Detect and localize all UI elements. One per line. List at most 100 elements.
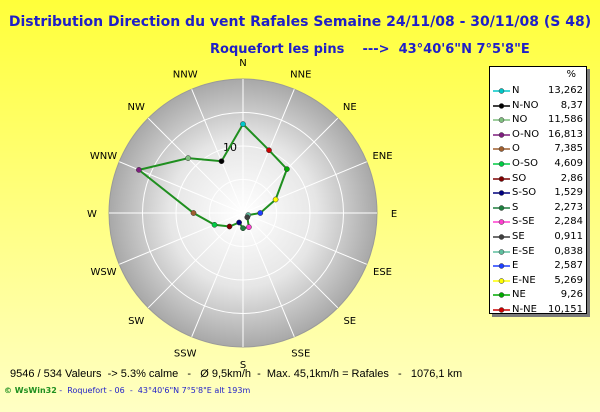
footer-station-info: © WsWin32 - Roquefort - 06 - 43°40'6"N 7… xyxy=(4,386,250,395)
legend-marker-icon xyxy=(493,117,510,123)
data-point-nnw xyxy=(218,158,225,165)
grid-spoke-ne xyxy=(242,117,339,214)
legend-item: O 7,385 xyxy=(490,142,586,157)
wswin-logo-text: © WsWin32 xyxy=(4,386,57,395)
grid-spoke-ese xyxy=(242,212,367,265)
legend-marker-icon xyxy=(493,102,510,109)
legend-marker-dot xyxy=(498,161,505,167)
legend-marker-icon xyxy=(493,190,510,196)
legend-item-value: 2,587 xyxy=(554,260,583,272)
direction-label-sse: SSE xyxy=(291,349,310,360)
legend-marker-icon xyxy=(493,248,510,255)
legend-item-name: S-SO xyxy=(512,187,537,199)
direction-label-nne: NNE xyxy=(290,70,311,81)
data-point-w xyxy=(190,210,197,216)
legend-marker-icon xyxy=(493,263,510,269)
legend-item-name: N xyxy=(512,85,520,96)
legend-item-value: 0,911 xyxy=(554,230,583,242)
direction-label-e: E xyxy=(391,209,397,220)
legend-item-value: 2,86 xyxy=(560,172,583,184)
direction-label-se: SE xyxy=(343,316,356,327)
legend-item-value: 2,284 xyxy=(554,216,583,228)
grid-spoke-se xyxy=(242,212,339,309)
legend-marker-dot xyxy=(498,146,505,153)
direction-label-ese: ESE xyxy=(373,267,392,278)
direction-label-w: W xyxy=(87,209,97,220)
legend-rows: N 13,262 N-NO 8,37 NO 11,586 O-NO 16,813 O 7,385 O… xyxy=(490,84,586,318)
legend-item: N-NO 8,37 xyxy=(490,99,586,114)
legend-marker-icon xyxy=(493,292,510,299)
data-point-se xyxy=(244,214,251,221)
legend-marker-dot xyxy=(498,234,505,240)
direction-label-n: N xyxy=(239,58,246,69)
legend-item: NE 9,26 xyxy=(490,288,586,303)
legend-item-value: 16,813 xyxy=(548,128,583,140)
direction-label-wsw: WSW xyxy=(90,267,116,278)
grid-spoke-ssw xyxy=(191,212,244,337)
legend-unit-label: % xyxy=(566,69,576,80)
legend-marker-icon xyxy=(493,161,510,167)
data-point-ene xyxy=(272,196,279,203)
grid-spoke-sse xyxy=(242,212,295,337)
direction-label-ene: ENE xyxy=(372,151,392,162)
legend-marker-icon xyxy=(493,146,510,153)
legend-item: S 2,273 xyxy=(490,201,586,216)
legend-marker-dot xyxy=(498,88,505,94)
legend-item: S-SE 2,284 xyxy=(490,215,586,230)
legend-marker-dot xyxy=(498,117,505,123)
legend-marker-dot xyxy=(498,263,505,269)
legend-marker-dot xyxy=(498,190,505,196)
legend-marker-dot xyxy=(498,248,505,255)
grid-spoke-ene xyxy=(242,161,367,214)
legend-item: E-NE 5,269 xyxy=(490,274,586,289)
legend-item: SE 0,911 xyxy=(490,230,586,245)
data-point-sw xyxy=(226,223,233,230)
data-point-nw xyxy=(185,155,191,161)
legend-item: E 2,587 xyxy=(490,259,586,274)
legend-item: N-NE 10,151 xyxy=(490,303,586,318)
data-point-wsw xyxy=(211,221,218,228)
legend-marker-icon xyxy=(493,219,510,226)
legend-marker-dot xyxy=(498,219,505,226)
legend-marker-icon xyxy=(493,88,510,94)
direction-label-nnw: NNW xyxy=(173,70,198,81)
legend-item-value: 2,273 xyxy=(554,201,583,213)
direction-label-ne: NE xyxy=(343,102,357,113)
legend-item-name: E xyxy=(512,260,519,272)
legend-item-value: 5,269 xyxy=(554,274,583,286)
legend-item-name: N-NE xyxy=(512,303,537,315)
legend-item-value: 13,262 xyxy=(548,85,583,96)
data-point-wnw xyxy=(136,167,142,173)
data-point-ssw xyxy=(236,219,242,226)
direction-label-sw: SW xyxy=(128,316,144,327)
legend-item: S-SO 1,529 xyxy=(490,186,586,201)
legend-item-name: E-SE xyxy=(512,245,535,257)
direction-label-wnw: WNW xyxy=(90,151,117,162)
legend: % N 13,262 N-NO 8,37 NO 11,586 O-NO 16,813 O 7,38… xyxy=(489,66,587,315)
direction-label-s: S xyxy=(240,360,246,371)
legend-item-name: SO xyxy=(512,172,527,184)
legend-item-name: S-SE xyxy=(512,216,535,228)
legend-marker-dot xyxy=(498,277,505,284)
grid-spoke-nw xyxy=(147,117,244,214)
legend-item-value: 7,385 xyxy=(554,143,583,155)
legend-item-value: 10,151 xyxy=(548,303,583,315)
legend-item-value: 1,529 xyxy=(554,187,583,199)
data-point-sse xyxy=(246,224,252,230)
data-point-ne xyxy=(284,166,290,172)
legend-item-value: 8,37 xyxy=(560,99,583,111)
grid-spoke-wsw xyxy=(119,212,244,265)
legend-marker-icon xyxy=(493,132,510,138)
legend-marker-icon xyxy=(493,277,510,284)
legend-marker-dot xyxy=(498,132,505,138)
legend-item: SO 2,86 xyxy=(490,172,586,187)
legend-marker-dot xyxy=(498,292,505,299)
legend-marker-dot xyxy=(498,205,505,211)
legend-item-name: E-NE xyxy=(512,274,536,286)
legend-item-value: 9,26 xyxy=(560,289,583,301)
legend-item-name: S xyxy=(512,201,519,213)
legend-item-value: 11,586 xyxy=(548,114,583,126)
legend-item-name: NO xyxy=(512,114,528,126)
